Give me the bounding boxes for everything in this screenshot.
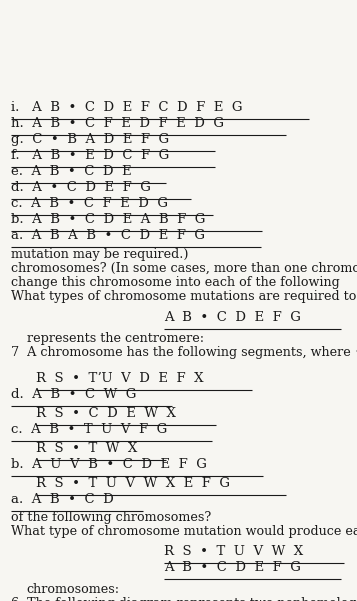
- Text: h.  A  B  •  C  F  E  D  F  E  D  G: h. A B • C F E D F E D G: [11, 117, 224, 130]
- Text: chromosomes? (In some cases, more than one chromosome: chromosomes? (In some cases, more than o…: [11, 262, 357, 275]
- Text: of the following chromosomes?: of the following chromosomes?: [11, 511, 211, 524]
- Text: R  S  •  T  W  X: R S • T W X: [36, 442, 137, 455]
- Text: a.  A  B  A  B  •  C  D  E  F  G: a. A B A B • C D E F G: [11, 229, 205, 242]
- Text: i.   A  B  •  C  D  E  F  C  D  F  E  G: i. A B • C D E F C D F E G: [11, 101, 242, 114]
- Text: change this chromosome into each of the following: change this chromosome into each of the …: [11, 276, 340, 289]
- Text: d.  A  •  C  D  E  F  G: d. A • C D E F G: [11, 181, 151, 194]
- Text: d.  A  B  •  C  W  G: d. A B • C W G: [11, 388, 136, 401]
- Text: c.  A  B  •  T  U  V  F  G: c. A B • T U V F G: [11, 423, 167, 436]
- Text: 6  The following diagram represents two nonhomologous: 6 The following diagram represents two n…: [11, 597, 357, 601]
- Text: R  S  •  TʼU  V  D  E  F  X: R S • TʼU V D E F X: [36, 372, 203, 385]
- Text: b.  A  U  V  B  •  C  D  E  F  G: b. A U V B • C D E F G: [11, 458, 207, 471]
- Text: What type of chromosome mutation would produce each: What type of chromosome mutation would p…: [11, 525, 357, 538]
- Text: chromosomes:: chromosomes:: [27, 583, 120, 596]
- Text: a.  A  B  •  C  D: a. A B • C D: [11, 493, 114, 506]
- Text: f.   A  B  •  E  D  C  F  G: f. A B • E D C F G: [11, 149, 169, 162]
- Text: R  S  •  C  D  E  W  X: R S • C D E W X: [36, 407, 176, 420]
- Text: represents the centromere:: represents the centromere:: [27, 332, 204, 345]
- Text: b.  A  B  •  C  D  E  A  B  F  G: b. A B • C D E A B F G: [11, 213, 205, 226]
- Text: A  B  •  C  D  E  F  G: A B • C D E F G: [164, 311, 301, 324]
- Text: mutation may be required.): mutation may be required.): [11, 248, 188, 261]
- Text: g.  C  •  B  A  D  E  F  G: g. C • B A D E F G: [11, 133, 169, 146]
- Text: c.  A  B  •  C  F  E  D  G: c. A B • C F E D G: [11, 197, 168, 210]
- Text: A  B  •  C  D  E  F  G: A B • C D E F G: [164, 561, 301, 574]
- Text: R  S  •  T  U  V  W  X  E  F  G: R S • T U V W X E F G: [36, 477, 230, 490]
- Text: What types of chromosome mutations are required to: What types of chromosome mutations are r…: [11, 290, 356, 303]
- Text: R  S  •  T  U  V  W  X: R S • T U V W X: [164, 545, 303, 558]
- Text: e.  A  B  •  C  D  E: e. A B • C D E: [11, 165, 131, 178]
- Text: 7  A chromosome has the following segments, where •: 7 A chromosome has the following segment…: [11, 346, 357, 359]
